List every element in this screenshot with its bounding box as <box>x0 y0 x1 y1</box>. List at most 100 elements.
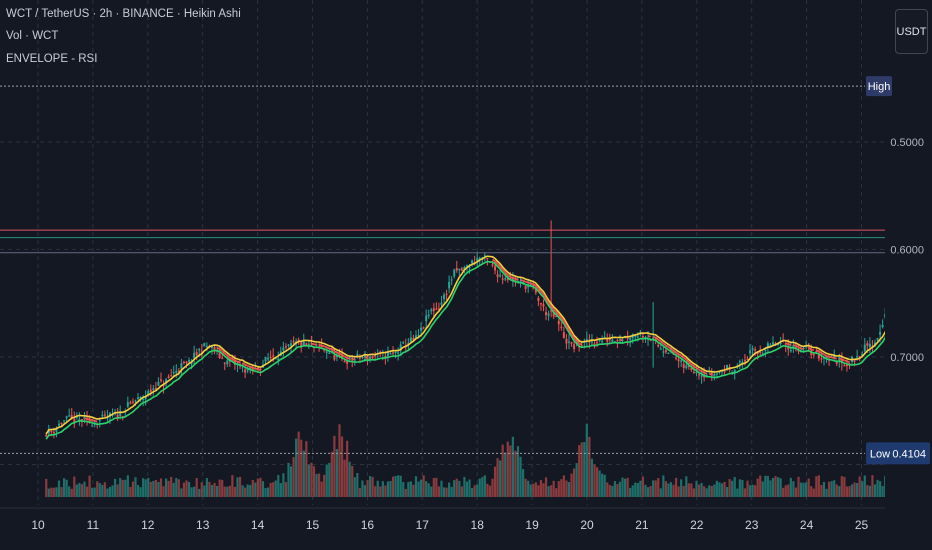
candle-body <box>101 414 104 417</box>
volume-bar <box>231 475 234 497</box>
volume-bar <box>60 487 63 497</box>
volume-bar <box>282 473 285 497</box>
volume-bar <box>256 478 259 497</box>
volume-bar <box>654 480 657 497</box>
price-axis-background <box>885 0 932 508</box>
volume-bar <box>442 487 446 497</box>
volume-bar <box>468 479 471 497</box>
volume-bar <box>713 484 716 497</box>
candle-body <box>519 280 522 283</box>
envelope-down-segment <box>660 340 664 345</box>
volume-bar <box>414 476 418 497</box>
candle-body <box>789 349 792 352</box>
envelope-down-segment <box>86 417 90 421</box>
volume-bar <box>266 487 270 497</box>
candle-body <box>749 350 752 354</box>
volume-bar <box>203 485 206 497</box>
volume-bar <box>340 436 344 497</box>
volume-bar <box>297 431 300 497</box>
volume-bar <box>223 486 226 497</box>
volume-bar <box>409 481 412 497</box>
volume-bar <box>455 478 458 497</box>
candle-body <box>738 361 741 363</box>
volume-bar <box>361 480 364 497</box>
volume-bar <box>397 475 400 497</box>
candle-body <box>287 344 290 346</box>
volume-bar <box>190 487 193 497</box>
volume-bar <box>465 481 469 497</box>
volume-bar <box>631 485 634 497</box>
candle-body <box>116 414 119 420</box>
candle-body <box>820 358 823 360</box>
candle-body <box>501 278 504 280</box>
volume-bar <box>277 475 280 497</box>
envelope-down-segment <box>323 345 328 349</box>
volume-bar <box>845 486 849 497</box>
envelope-down-segment <box>578 342 583 346</box>
envelope-down-segment <box>703 371 708 375</box>
volume-bar <box>542 483 545 497</box>
volume-bar <box>430 486 433 497</box>
candle-body <box>103 414 106 416</box>
volume-bar <box>565 480 568 497</box>
volume-bar <box>611 485 614 497</box>
volume-bar <box>328 462 331 497</box>
volume-bar <box>330 451 333 497</box>
volume-bar <box>473 485 476 497</box>
candle-body <box>756 352 759 354</box>
candle-body <box>698 374 701 376</box>
volume-bar <box>871 475 874 497</box>
volume-bar <box>399 475 402 497</box>
candle-body <box>412 337 415 341</box>
volume-bar <box>866 485 869 497</box>
volume-bar <box>748 485 752 497</box>
indicator-envelope-label[interactable]: ENVELOPE - RSI <box>6 53 98 65</box>
volume-bar <box>215 485 219 497</box>
volume-bar <box>511 436 514 497</box>
candle-body <box>848 363 851 365</box>
envelope-down-segment <box>257 368 261 371</box>
volume-bar <box>626 477 629 497</box>
volume-bar <box>493 466 497 497</box>
candle-body <box>499 274 502 277</box>
volume-bar <box>185 480 188 497</box>
candle-body <box>700 374 703 377</box>
volume-bar <box>506 441 509 497</box>
candle-body <box>277 358 280 361</box>
indicator-volume-label[interactable]: Vol · WCT <box>6 30 59 42</box>
volume-bar <box>825 488 828 497</box>
candle-body <box>858 356 861 358</box>
envelope-down-segment <box>336 351 340 355</box>
candle-body <box>649 339 652 341</box>
envelope-down-segment <box>504 271 509 276</box>
x-tick-label: 11 <box>87 518 100 532</box>
volume-bar <box>833 480 836 497</box>
volume-bar <box>537 485 540 497</box>
volume-bar <box>210 485 214 497</box>
volume-bar <box>603 474 606 497</box>
volume-bar <box>690 483 693 497</box>
candle-body <box>468 266 471 269</box>
envelope-down-segment <box>823 353 827 357</box>
volume-bar <box>289 466 293 497</box>
volume-bar <box>733 476 736 497</box>
envelope-down-segment <box>540 291 545 295</box>
volume-bar <box>863 475 866 497</box>
envelope-down-segment <box>224 352 228 357</box>
volume-bar <box>193 486 196 497</box>
candle-body <box>119 411 122 417</box>
volume-bar <box>279 483 282 497</box>
volume-bar <box>131 481 135 497</box>
candle-body <box>746 358 749 360</box>
volume-bar <box>771 477 775 497</box>
volume-bar <box>101 484 104 497</box>
volume-bar <box>598 470 601 497</box>
volume-bar <box>585 423 588 497</box>
volume-bar <box>588 436 591 497</box>
volume-bar <box>187 481 191 497</box>
currency-button[interactable]: USDT <box>895 9 928 54</box>
volume-bar <box>835 484 838 497</box>
volume-bar <box>481 477 484 497</box>
volume-bar <box>662 475 665 497</box>
